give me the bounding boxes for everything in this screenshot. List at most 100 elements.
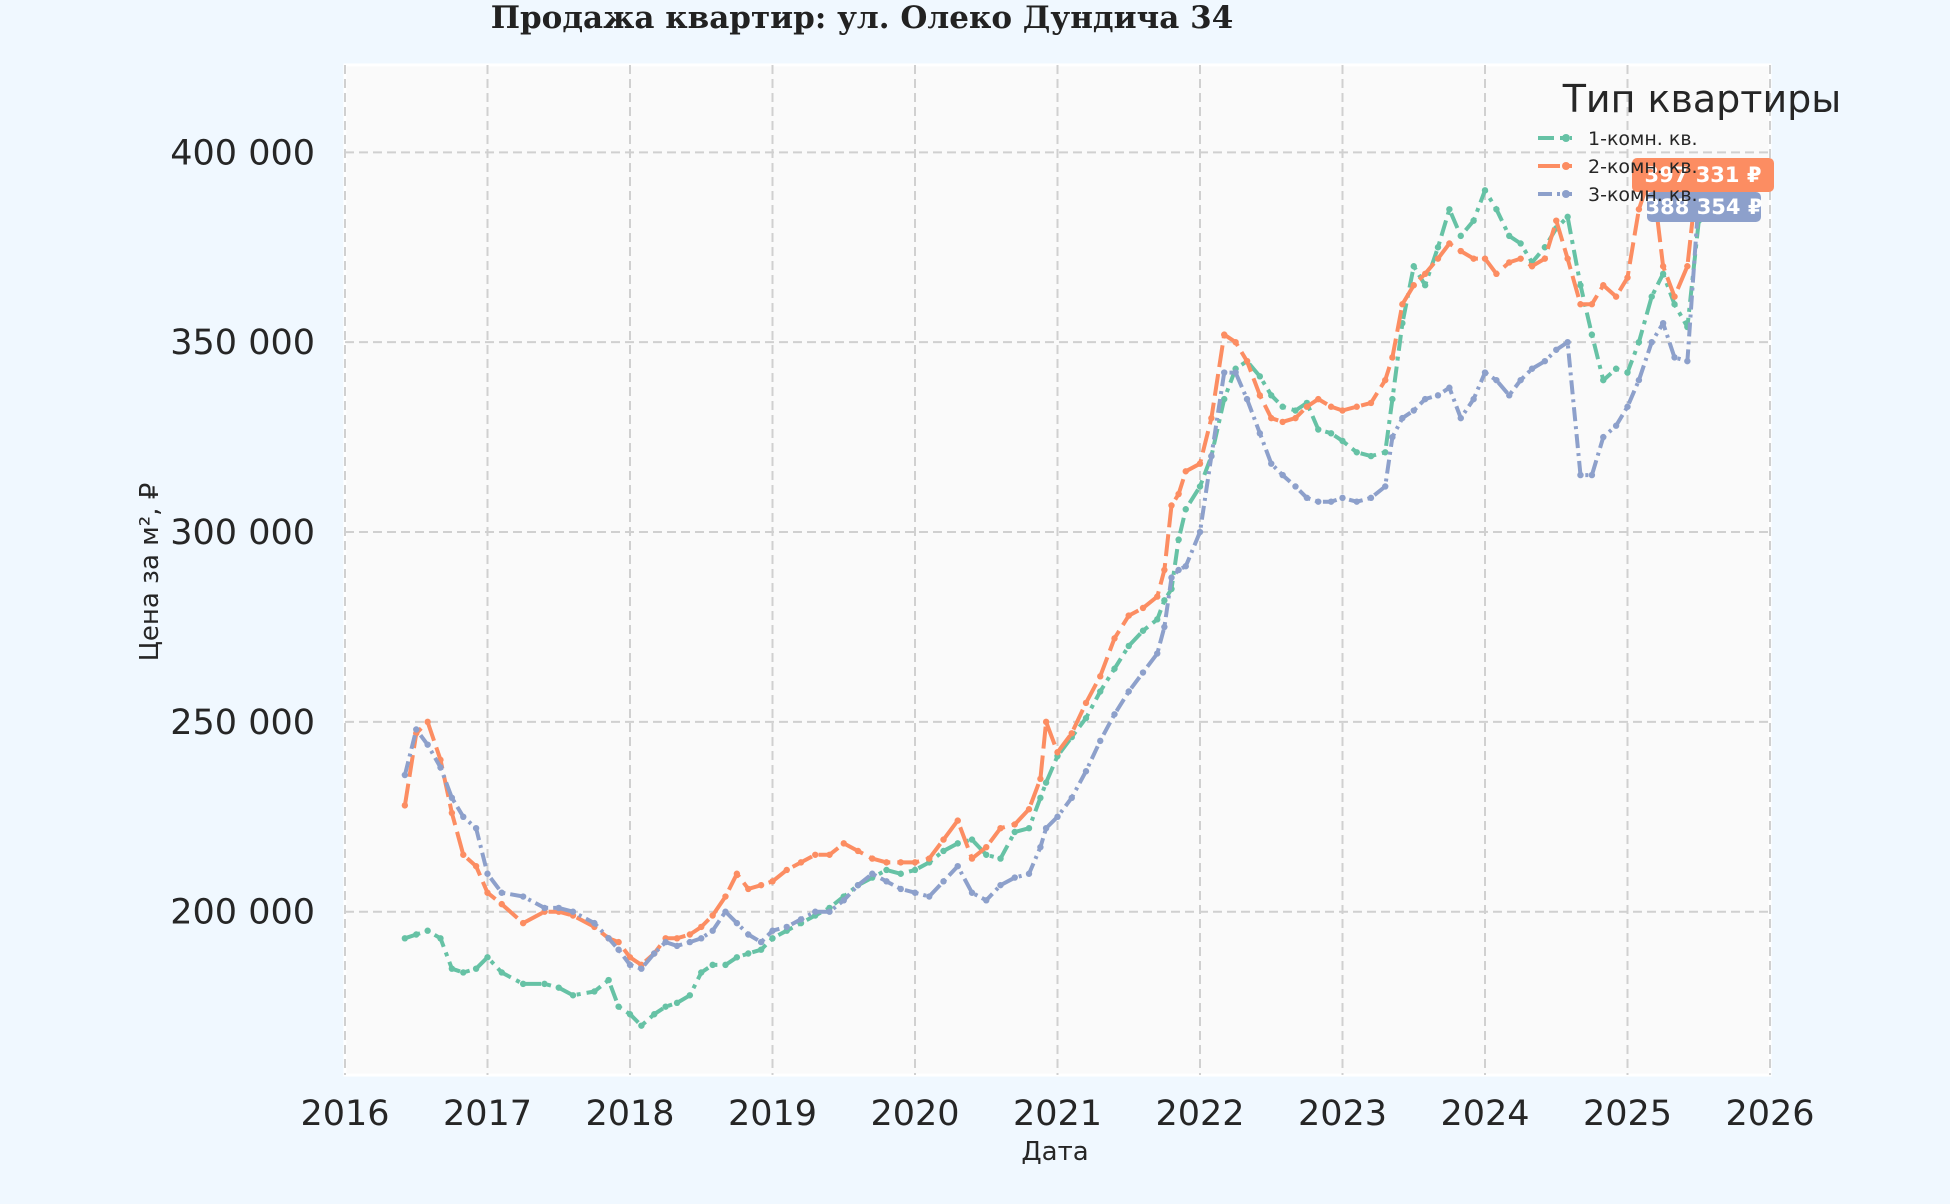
- data-point: [1399, 414, 1406, 422]
- data-point: [1082, 699, 1090, 707]
- y-tick-label: 400 000: [170, 133, 315, 173]
- data-point: [1367, 452, 1375, 460]
- data-point: [1232, 338, 1239, 346]
- data-point: [883, 866, 890, 874]
- data-point: [1182, 563, 1189, 570]
- x-tick-label: 2020: [870, 1094, 959, 1134]
- data-point: [722, 893, 729, 900]
- data-point: [1410, 263, 1417, 270]
- data-point: [1256, 392, 1264, 399]
- data-point: [1054, 813, 1061, 821]
- data-point: [722, 908, 729, 915]
- data-point: [733, 870, 741, 877]
- data-point: [883, 859, 890, 866]
- data-point: [626, 954, 634, 961]
- data-point: [709, 961, 716, 969]
- data-point: [1279, 403, 1286, 410]
- data-point: [1292, 414, 1299, 422]
- data-point: [484, 870, 491, 877]
- data-point: [1577, 282, 1584, 289]
- data-point: [1327, 403, 1335, 410]
- data-point: [1011, 821, 1018, 828]
- data-point: [1097, 688, 1104, 695]
- data-point: [769, 927, 776, 934]
- data-point: [1506, 392, 1513, 399]
- data-point: [1635, 206, 1643, 213]
- legend-label: 2-комн. кв.: [1588, 156, 1698, 178]
- data-point: [783, 923, 790, 931]
- data-point: [448, 965, 456, 972]
- end-value-badge: 397 331 ₽: [1632, 158, 1774, 192]
- data-point: [1315, 426, 1322, 433]
- data-point: [1315, 498, 1322, 505]
- data-point: [869, 870, 876, 877]
- data-point: [826, 851, 833, 858]
- data-point: [1481, 187, 1489, 194]
- data-point: [1111, 711, 1118, 718]
- data-point: [605, 935, 612, 942]
- data-point: [769, 935, 776, 942]
- data-point: [1182, 468, 1189, 475]
- data-point: [1659, 319, 1667, 327]
- data-point: [569, 992, 577, 999]
- data-point: [1367, 494, 1375, 502]
- data-point: [1671, 354, 1678, 361]
- data-point: [1175, 536, 1182, 543]
- legend-marker: [1562, 162, 1570, 170]
- badge-bg: [1632, 158, 1774, 192]
- data-point: [769, 878, 776, 885]
- data-point: [1125, 612, 1132, 619]
- data-point: [1612, 422, 1620, 429]
- data-point: [460, 969, 467, 976]
- data-point: [1279, 471, 1286, 479]
- x-axis-ticks: 2016 2017 2018 2019 2020 2021 2022 2023 2024 2025…: [300, 1094, 1814, 1134]
- data-point: [1353, 403, 1360, 410]
- data-point: [1182, 506, 1189, 513]
- data-point: [797, 916, 805, 923]
- x-tick-label: 2025: [1583, 1094, 1672, 1134]
- data-point: [1635, 376, 1643, 384]
- data-point: [1493, 376, 1500, 384]
- data-point: [1353, 498, 1360, 505]
- data-point: [897, 859, 904, 866]
- data-point: [1600, 376, 1607, 384]
- data-point: [1221, 369, 1228, 376]
- data-point: [1410, 282, 1417, 289]
- data-point: [662, 938, 669, 946]
- data-point: [1196, 483, 1204, 490]
- data-point: [1517, 376, 1524, 384]
- data-point: [605, 976, 612, 984]
- data-point: [698, 969, 705, 976]
- data-point: [1011, 828, 1018, 836]
- x-tick-label: 2022: [1155, 1094, 1244, 1134]
- x-tick-label: 2017: [443, 1094, 532, 1134]
- data-point: [591, 919, 598, 927]
- data-point: [1446, 206, 1453, 213]
- data-point: [401, 935, 409, 942]
- data-point: [1268, 414, 1275, 422]
- y-tick-label: 350 000: [170, 323, 315, 363]
- data-point: [555, 984, 562, 991]
- data-point: [983, 897, 990, 904]
- data-point: [1196, 528, 1204, 536]
- data-point: [1082, 768, 1090, 775]
- data-point: [1588, 301, 1596, 308]
- data-point: [448, 809, 456, 817]
- data-point: [1541, 244, 1549, 251]
- data-point: [413, 726, 420, 733]
- data-point: [926, 855, 933, 862]
- data-point: [498, 969, 505, 976]
- data-point: [401, 802, 409, 809]
- data-point: [745, 950, 752, 957]
- data-point: [1292, 483, 1299, 490]
- data-point: [484, 889, 491, 896]
- data-point: [1221, 331, 1228, 338]
- data-point: [519, 980, 527, 988]
- data-point: [424, 927, 431, 934]
- data-point: [698, 923, 705, 931]
- legend-title: Тип квартиры: [1562, 77, 1842, 121]
- data-point: [1382, 483, 1389, 490]
- data-point: [1399, 301, 1406, 308]
- data-point: [1339, 437, 1346, 445]
- y-axis-label: Цена за м², ₽: [135, 483, 165, 662]
